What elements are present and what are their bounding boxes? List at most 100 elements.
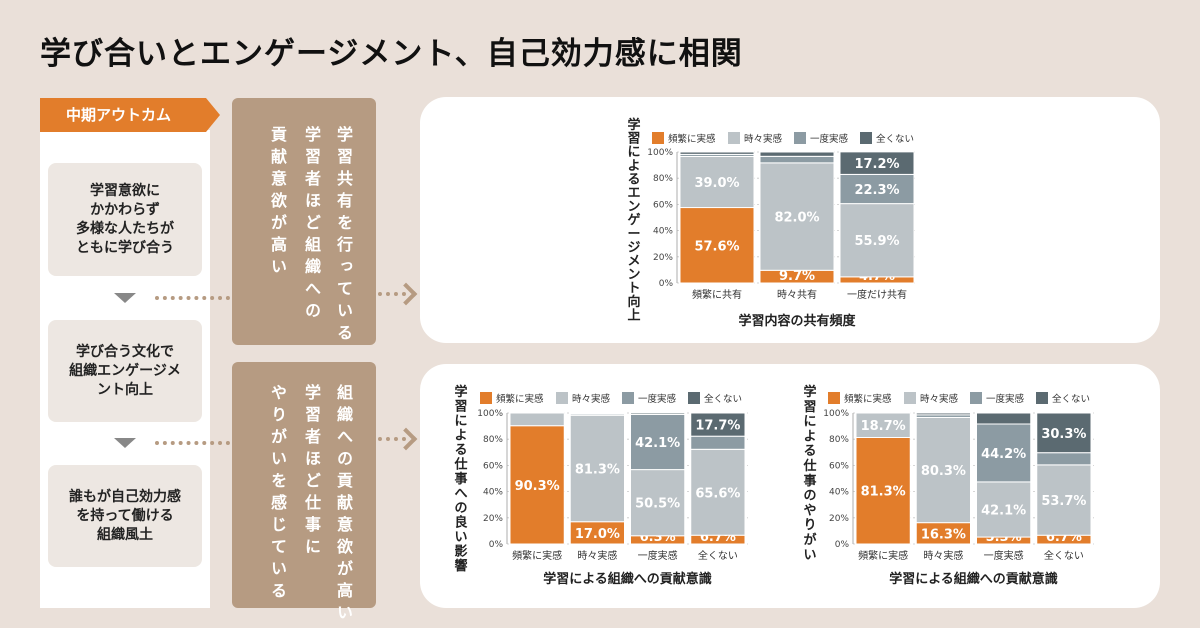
legend-label: 一度実感: [986, 393, 1025, 405]
data-label: 22.3%: [854, 183, 899, 198]
legend-swatch: [828, 392, 840, 404]
data-label: 55.9%: [854, 234, 899, 249]
y-tick-label: 0%: [489, 540, 504, 550]
finding-top-line: 学習共有を行っている: [334, 126, 353, 346]
chart-work-impact: 0% 20% 40% 60% 80% 100% 90.3% 頻繁に実感 17.0% 81.3% 時々…: [453, 384, 748, 587]
data-label: 57.6%: [694, 239, 739, 254]
outcome-box-1-line: 多様な人たちが: [76, 220, 174, 237]
outcome-box-2-line: ント向上: [96, 381, 153, 398]
finding-bottom-line: 学習者ほど仕事に: [302, 384, 321, 560]
outcome-box-1: 学習意欲に かかわらず 多様な人たちが ともに学び合う: [48, 163, 202, 276]
finding-top-banner: 学習共有を行っている 学習者ほど組織への 貢献意欲が高い: [232, 98, 376, 346]
chart-card-bottom: 0% 20% 40% 60% 80% 100% 90.3% 頻繁に実感 17.0% 81.3% 時々…: [420, 364, 1160, 608]
y-tick-label: 0%: [835, 540, 850, 550]
y-tick-label: 60%: [653, 200, 673, 210]
data-label: 81.3%: [861, 485, 906, 500]
bar-segment: [679, 155, 755, 209]
legend-label: 全くない: [1052, 393, 1090, 405]
x-tick-label: 全くない: [698, 549, 738, 562]
y-axis-title: 学習による仕事のやりがい: [802, 384, 816, 563]
x-axis-title: 学習による組織への貢献意識: [543, 571, 712, 587]
outcome-label: 中期アウトカム: [40, 98, 220, 132]
data-label: 18.7%: [861, 419, 906, 434]
legend-swatch: [688, 392, 700, 404]
data-label: 17.7%: [695, 419, 740, 434]
data-label: 39.0%: [694, 176, 739, 191]
x-tick-label: 頻繁に実感: [512, 549, 562, 562]
bar-segment: [630, 469, 686, 537]
outcome-box-3-line: 誰もが自己効力感: [69, 488, 181, 505]
outcome-box-1-line: ともに学び合う: [76, 239, 174, 256]
data-label: 17.0%: [575, 527, 620, 542]
legend-swatch: [556, 392, 568, 404]
outcome-box-3-line: 組織風土: [97, 526, 153, 543]
bar-segment: [855, 436, 911, 545]
x-axis-title: 学習内容の共有頻度: [738, 313, 856, 329]
y-tick-label: 20%: [829, 514, 849, 524]
y-tick-label: 0%: [659, 279, 674, 289]
y-tick-label: 60%: [829, 461, 849, 471]
data-label: 42.1%: [981, 503, 1026, 518]
bar-segment: [690, 448, 746, 536]
finding-bottom-line: 組織への貢献意欲が高い: [334, 384, 353, 626]
bar-segment: [759, 155, 835, 164]
arrow-down-icon: [114, 293, 136, 303]
outcome-box-2: 学び合う文化で 組織エンゲージメ ント向上: [48, 320, 202, 422]
data-label: 16.3%: [921, 527, 966, 542]
x-axis-title: 学習による組織への貢献意識: [889, 571, 1058, 587]
x-tick-label: 時々共有: [777, 288, 817, 301]
y-tick-label: 80%: [653, 174, 673, 184]
chevron-right-icon: [394, 427, 418, 451]
bar-segment: [1036, 412, 1092, 454]
bar-segment: [839, 203, 915, 278]
x-tick-label: 頻繁に共有: [692, 288, 742, 301]
outcome-box-3-line: を持って働ける: [76, 507, 174, 524]
x-tick-label: 一度実感: [984, 549, 1024, 562]
legend-swatch: [904, 392, 916, 404]
x-tick-label: 時々実感: [923, 549, 963, 562]
x-tick-label: 一度だけ共有: [847, 288, 907, 301]
bar-segment: [690, 435, 746, 450]
bar-segment: [569, 414, 625, 523]
bar-segment: [509, 412, 565, 427]
data-label: 81.3%: [575, 462, 620, 477]
data-label: 65.6%: [695, 486, 740, 501]
connector-dots: [155, 441, 230, 445]
bar-segment: [759, 162, 835, 271]
outcome-box-1-line: かかわらず: [90, 201, 160, 218]
bar-segment: [839, 151, 915, 175]
data-label: 42.1%: [635, 436, 680, 451]
y-tick-label: 40%: [653, 227, 673, 237]
legend-label: 頻繁に実感: [668, 133, 716, 145]
bar-segment: [1036, 452, 1092, 466]
y-tick-label: 40%: [829, 488, 849, 498]
y-axis-title: 学習による仕事への良い影響: [453, 384, 467, 574]
y-tick-label: 100%: [647, 148, 673, 158]
data-label: 53.7%: [1041, 494, 1086, 509]
x-tick-label: 一度実感: [638, 549, 678, 562]
data-label: 30.3%: [1041, 427, 1086, 442]
legend-label: 頻繁に実感: [844, 393, 892, 405]
chevron-right-icon: [394, 282, 418, 306]
data-label: 50.5%: [635, 497, 680, 512]
data-label: 9.7%: [779, 269, 815, 284]
data-label: 82.0%: [774, 211, 819, 226]
bar-segment: [855, 412, 911, 438]
bar-segment: [569, 412, 625, 415]
legend-label: 時々実感: [920, 393, 959, 405]
x-tick-label: 頻繁に実感: [858, 549, 908, 562]
bar-segment: [690, 412, 746, 437]
bar-segment: [839, 173, 915, 205]
bar-segment: [509, 425, 565, 545]
outcome-box-2-line: 学び合う文化で: [75, 343, 174, 360]
y-tick-label: 20%: [483, 514, 503, 524]
page-title: 学び合いとエンゲージメント、自己効力感に相関: [40, 36, 743, 72]
connector-dots: [378, 292, 406, 296]
data-label: 44.2%: [981, 447, 1026, 462]
connector-dots: [155, 296, 230, 300]
y-tick-label: 60%: [483, 461, 503, 471]
legend-swatch: [622, 392, 634, 404]
y-tick-label: 100%: [477, 409, 503, 419]
legend-swatch: [728, 132, 740, 144]
outcome-box-3: 誰もが自己効力感 を持って働ける 組織風土: [48, 465, 202, 567]
